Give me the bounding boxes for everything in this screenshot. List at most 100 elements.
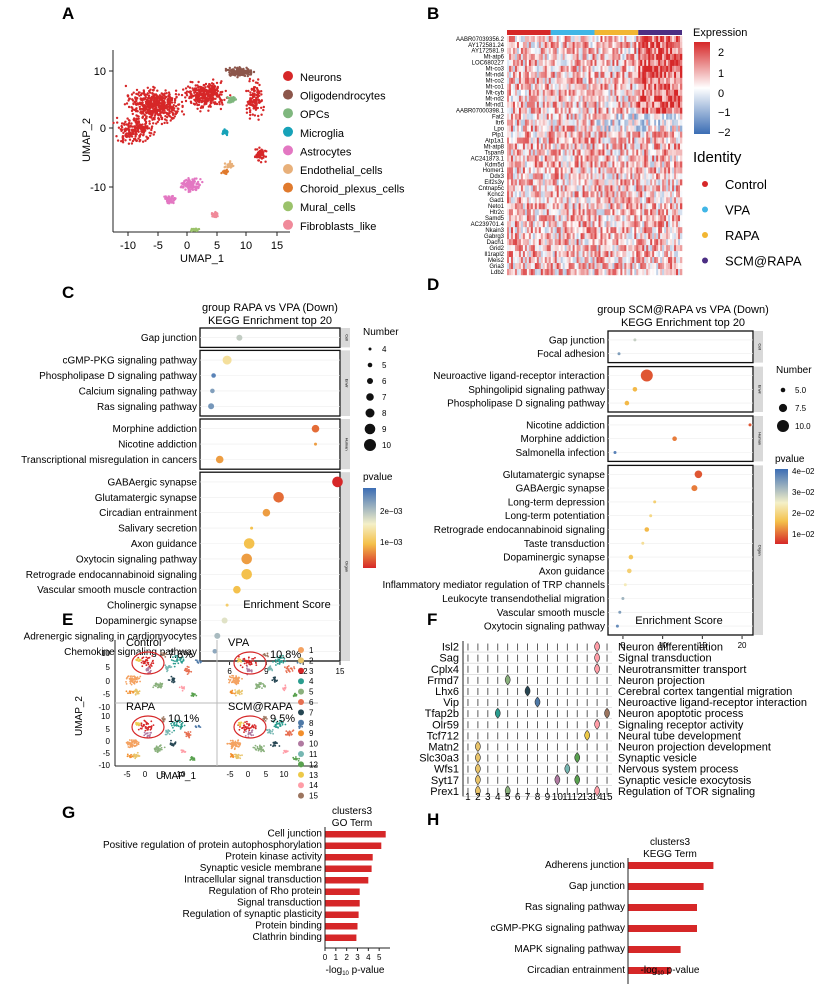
heatmap-cell [658,203,661,210]
heatmap-cell [550,119,554,126]
heatmap-cell [507,119,510,126]
heatmap-cell [522,125,526,132]
heatmap-cell [650,59,653,67]
heatmap-cell [534,191,538,198]
heatmap-cell [538,161,542,168]
heatmap-cell [550,137,554,144]
heatmap-cell [606,107,609,114]
heatmap-cell [660,53,663,61]
heatmap-cell [658,131,661,138]
heatmap-cell [514,137,518,144]
heatmap-cell [632,59,635,67]
heatmap-cell [528,239,532,246]
heatmap-cell [674,143,677,150]
heatmap-cell [626,173,629,180]
heatmap-cell [636,119,639,126]
heatmap-cell [514,173,518,180]
heatmap-cell [620,233,623,240]
umap-point [265,150,268,153]
heatmap-cell [592,89,595,96]
heatmap-cell [574,131,577,138]
heatmap-cell [616,173,619,180]
heatmap-cell [608,197,611,204]
heatmap-cell [600,197,603,204]
heatmap-cell [632,77,635,84]
heatmap-cell [618,251,621,258]
heatmap-cell [568,36,571,43]
heatmap-cell [604,125,607,132]
heatmap-cell [626,77,629,84]
heatmap-cell [550,77,554,84]
heatmap-cell [636,167,639,174]
umap-point [216,87,219,90]
umap-point [190,229,193,232]
umap-point [158,113,161,116]
heatmap-cell [540,221,544,228]
heatmap-cell [670,155,673,162]
heatmap-cell [644,191,647,198]
heatmap-cell [550,36,554,43]
heatmap-cell [556,125,560,132]
umap-point [239,69,242,73]
heatmap-cell [610,119,613,126]
heatmap-cell [552,107,556,114]
heatmap-cell [612,239,615,246]
heatmap-cell [574,143,577,150]
heatmap-cell [662,167,665,174]
umap-point [143,113,147,117]
heatmap-cell [548,251,552,258]
heatmap-cell [630,119,633,126]
heatmap-cell [572,239,575,246]
heatmap-cell [526,203,530,210]
heatmap-cell [576,215,579,222]
heatmap-cell [640,47,643,55]
heatmap-cell [586,209,589,216]
heatmap-cell [618,173,621,180]
heatmap-cell [548,227,552,234]
heatmap-cell [550,179,554,186]
heatmap-cell [662,53,665,61]
heatmap-cell [672,131,675,138]
heatmap-cell [566,131,569,138]
heatmap-cell [604,107,607,114]
heatmap-cell [540,119,544,126]
heatmap-cell [646,191,649,198]
heatmap-cell [636,197,639,204]
heatmap-cell [566,155,569,162]
heatmap-cell [634,143,637,150]
heatmap-cell [522,221,526,228]
heatmap-cell [558,149,561,156]
heatmap-cell [507,53,510,61]
heatmap-cell [546,143,550,150]
heatmap-cell [566,203,569,210]
heatmap-cell [652,215,655,222]
heatmap-cell [580,251,583,258]
heatmap-cell [568,59,571,67]
heatmap-cell [668,155,671,162]
heatmap-cell [522,173,526,180]
heatmap-cell [592,53,595,61]
heatmap-cell [592,119,595,126]
heatmap-cell [566,233,569,240]
heatmap-cell [556,41,560,49]
heatmap-cell [510,83,514,90]
heatmap-cell [642,179,645,186]
heatmap-cell [580,245,583,252]
heatmap-cell [540,251,544,258]
heatmap-cell [564,173,567,180]
heatmap-cell [542,41,546,49]
heatmap-cell [508,95,512,102]
heatmap-cell [540,131,544,138]
heatmap-cell [610,59,613,67]
heatmap-cell [558,197,561,204]
heatmap-cell [514,101,518,108]
heatmap-cell [586,197,589,204]
umap-point [162,93,166,96]
heatmap-cell [536,65,540,73]
heatmap-cell [510,239,514,246]
umap-point [184,96,187,99]
heatmap-cell [510,185,514,192]
heatmap-cell [600,173,603,180]
heatmap-cell [642,245,645,252]
